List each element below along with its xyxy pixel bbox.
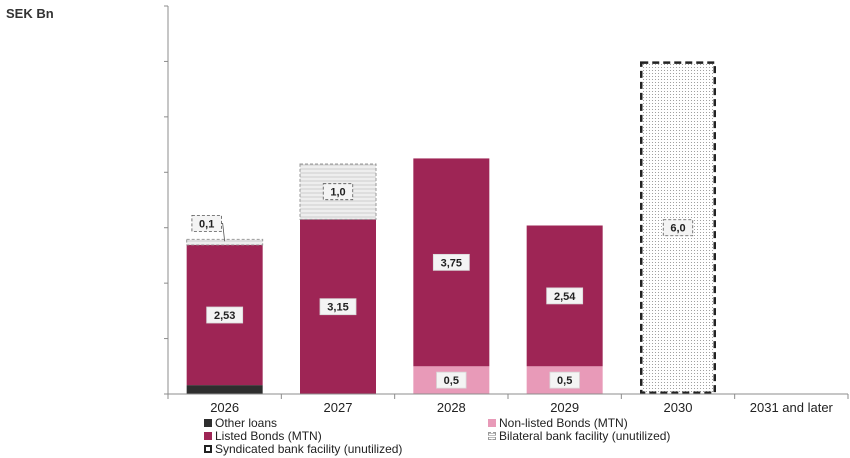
svg-text:1,0: 1,0 (330, 187, 345, 199)
legend-item: Bilateral bank facility (unutilized) (488, 429, 670, 443)
svg-text:3,75: 3,75 (441, 257, 462, 269)
data-label: 1,0 (322, 183, 354, 201)
data-label: 2,54 (546, 287, 584, 305)
unit-label: SEK Bn (6, 6, 54, 21)
legend-item: Listed Bonds (MTN) (204, 429, 322, 443)
data-label: 0,5 (549, 371, 580, 389)
legend-label: Syndicated bank facility (unutilized) (215, 442, 403, 456)
bar-segment (186, 385, 263, 394)
x-tick-label: 2030 (664, 400, 693, 415)
svg-text:0,5: 0,5 (444, 375, 459, 387)
legend-label: Listed Bonds (MTN) (215, 429, 322, 443)
legend-swatch (488, 419, 496, 427)
legend-item: Non-listed Bonds (MTN) (488, 416, 628, 430)
svg-text:2,54: 2,54 (554, 291, 576, 303)
x-tick-label: 2028 (437, 400, 466, 415)
legend-swatch (204, 419, 212, 427)
legend-label: Bilateral bank facility (unutilized) (499, 429, 671, 443)
svg-text:2,53: 2,53 (214, 310, 235, 322)
legend-label: Non-listed Bonds (MTN) (499, 416, 628, 430)
data-label: 3,75 (432, 253, 470, 271)
x-tick-label: 2026 (210, 400, 239, 415)
svg-text:0,1: 0,1 (199, 218, 214, 230)
x-tick-label: 2031 and later (750, 400, 834, 415)
x-tick-label: 2029 (550, 400, 579, 415)
legend-swatch (204, 432, 212, 440)
data-label: 6,0 (662, 219, 694, 237)
legend-swatch (204, 445, 212, 453)
data-label: 0,5 (436, 371, 467, 389)
legend-label: Other loans (215, 416, 278, 430)
x-tick-label: 2027 (324, 400, 353, 415)
data-label: 3,15 (319, 298, 357, 316)
svg-text:6,0: 6,0 (670, 223, 685, 235)
legend-swatch (488, 432, 496, 440)
svg-text:3,15: 3,15 (327, 302, 348, 314)
data-label: 2,53 (206, 306, 244, 324)
data-label: 0,1 (191, 214, 222, 232)
legend-item: Syndicated bank facility (unutilized) (204, 442, 402, 456)
legend-item: Other loans (204, 416, 277, 430)
svg-text:0,5: 0,5 (557, 375, 572, 387)
